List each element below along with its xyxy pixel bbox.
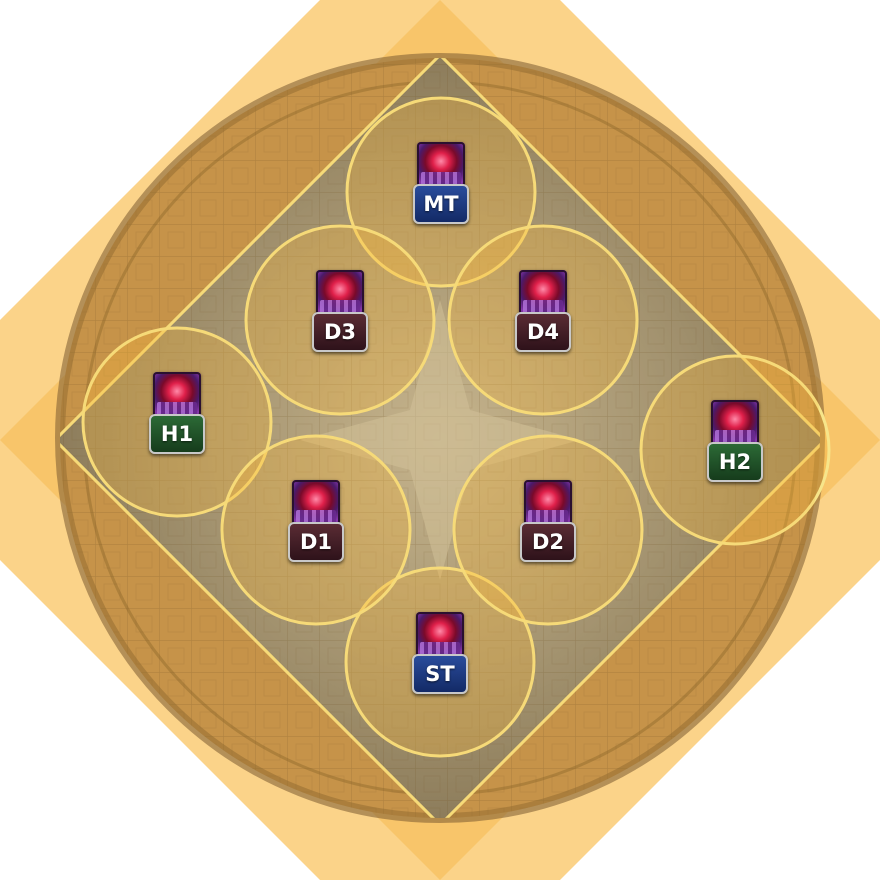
debuff-orb-icon [153,372,201,420]
debuff-orb-icon [292,480,340,528]
floor-tint [60,58,820,818]
role-label: D3 [312,312,368,352]
role-label: H2 [707,442,763,482]
player-marker-d3[interactable]: D3 [312,270,368,352]
role-label: D1 [288,522,344,562]
player-marker-mt[interactable]: MT [413,142,469,224]
debuff-orb-icon [519,270,567,318]
debuff-orb-icon [416,612,464,660]
role-label: D4 [515,312,571,352]
role-label: H1 [149,414,205,454]
debuff-orb-icon [316,270,364,318]
inner-stone-diamond [60,58,820,818]
player-marker-d4[interactable]: D4 [515,270,571,352]
debuff-orb-icon [711,400,759,448]
role-label: ST [412,654,468,694]
player-marker-h2[interactable]: H2 [707,400,763,482]
player-marker-h1[interactable]: H1 [149,372,205,454]
debuff-orb-icon [524,480,572,528]
player-marker-d1[interactable]: D1 [288,480,344,562]
player-marker-st[interactable]: ST [412,612,468,694]
role-label: D2 [520,522,576,562]
debuff-orb-icon [417,142,465,190]
player-marker-d2[interactable]: D2 [520,480,576,562]
role-label: MT [413,184,469,224]
